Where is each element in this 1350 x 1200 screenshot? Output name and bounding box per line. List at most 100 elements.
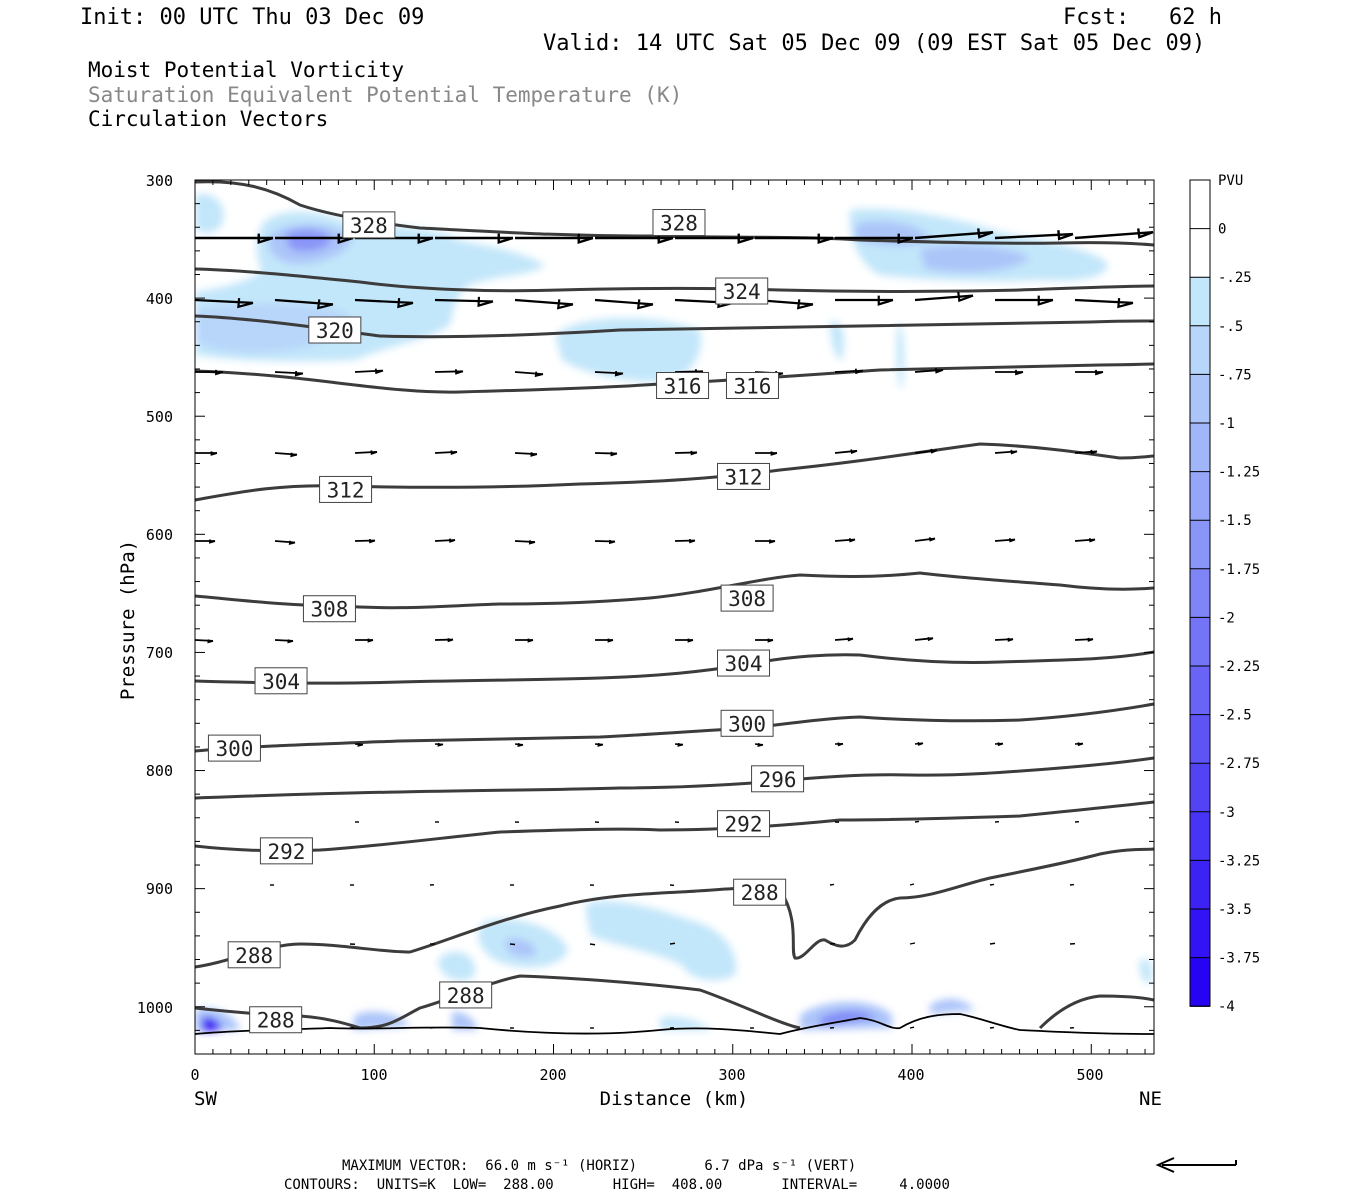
vector-arrow-icon — [354, 539, 376, 544]
contour-labels: 328 328 324 320 316 316 312 312 308 308 304 304 300 3… — [207, 209, 805, 1034]
axis-ticks — [194, 179, 1154, 1055]
vector-arrow-icon — [835, 233, 914, 244]
svg-text:308: 308 — [728, 587, 766, 611]
vector-arrow-icon — [909, 1026, 915, 1029]
colorbar-swatch — [1190, 714, 1210, 764]
vector-arrow-icon — [994, 538, 1016, 543]
vector-arrow-icon — [914, 741, 924, 746]
y-tick: 300 — [146, 172, 173, 190]
vector-arrow-icon — [594, 370, 624, 377]
colorbar-swatch — [1190, 957, 1210, 1007]
colorbar-swatch — [1190, 811, 1210, 861]
field-title-mpv: Moist Potential Vorticity — [88, 58, 405, 82]
vector-arrow-icon — [354, 742, 364, 747]
colorbar-swatch — [1190, 666, 1210, 716]
y-tick: 400 — [146, 290, 173, 308]
vector-arrow-icon — [195, 539, 216, 544]
colorbar-swatch — [1190, 277, 1210, 327]
vector-arrow-icon — [195, 639, 214, 644]
vector-arrow-icon — [434, 538, 456, 543]
vector-arrow-icon — [595, 638, 614, 643]
contour-label: 288 — [227, 941, 281, 969]
contour-label: 304 — [717, 649, 771, 677]
vector-arrow-icon — [994, 449, 1018, 455]
colorbar-swatch — [1190, 909, 1210, 959]
vector-arrow-icon — [355, 638, 374, 643]
vector-arrow-icon — [514, 743, 524, 747]
vector-arrow-icon — [994, 230, 1074, 241]
svg-text:328: 328 — [660, 212, 698, 236]
y-tick: 500 — [146, 408, 173, 426]
contour-label: 308 — [720, 584, 774, 612]
svg-text:312: 312 — [327, 478, 365, 502]
vector-arrow-icon — [1074, 449, 1098, 455]
vector-arrow-icon — [995, 295, 1054, 306]
vector-arrow-icon — [195, 369, 224, 376]
vector-arrow-icon — [675, 638, 694, 643]
colorbar-swatch — [1190, 180, 1210, 230]
vector-arrow-icon — [274, 370, 304, 377]
svg-text:316: 316 — [664, 375, 702, 399]
y-tick: 700 — [146, 644, 173, 662]
field-title-vectors: Circulation Vectors — [88, 107, 329, 131]
vector-arrow-icon — [434, 450, 458, 455]
colorbar-swatch — [1190, 520, 1210, 570]
footer-max-vector: MAXIMUM VECTOR: 66.0 m s⁻¹ (HORIZ) 6.7 d… — [342, 1158, 857, 1174]
vector-arrow-icon — [595, 233, 674, 244]
init-time: Init: 00 UTC Thu 03 Dec 09 — [80, 5, 425, 30]
x-tick-labels: 0 100 200 300 400 500 — [190, 1066, 1103, 1084]
colorbar-label: -.5 — [1218, 319, 1243, 335]
vector-arrow-icon — [989, 883, 995, 886]
vector-arrow-icon — [755, 638, 774, 643]
colorbar-swatch — [1190, 374, 1210, 424]
vector-arrow-icon — [914, 820, 920, 823]
vector-arrow-icon — [669, 942, 676, 945]
vector-arrow-icon — [1074, 742, 1084, 747]
colorbar-label: -.25 — [1218, 270, 1252, 286]
vector-arrow-icon — [515, 233, 594, 244]
x-tick: 0 — [190, 1066, 199, 1084]
vector-arrow-icon — [834, 368, 864, 375]
vector-arrow-icon — [435, 233, 514, 244]
contour-label: 328 — [652, 209, 706, 237]
svg-text:304: 304 — [725, 652, 763, 676]
colorbar-label: -2.5 — [1218, 708, 1252, 724]
vector-arrow-icon — [755, 451, 778, 456]
vector-arrow-icon — [274, 639, 294, 644]
vector-arrow-icon — [914, 367, 944, 374]
colorbar-label: -3.5 — [1218, 902, 1252, 918]
svg-text:292: 292 — [267, 840, 305, 864]
vector-arrow-icon — [195, 233, 274, 244]
contour-label: 288 — [733, 878, 787, 906]
vector-arrow-icon — [1074, 637, 1094, 642]
colorbar-label: -3.25 — [1218, 853, 1260, 869]
contour-label: 288 — [439, 981, 493, 1009]
vector-arrow-icon — [1074, 228, 1154, 240]
contour-label: 312 — [717, 462, 771, 490]
valid-time: Valid: 14 UTC Sat 05 Dec 09 (09 EST Sat … — [543, 31, 1206, 56]
colorbar-label: -1.5 — [1218, 513, 1252, 529]
svg-text:288: 288 — [235, 944, 273, 968]
vector-arrow-icon — [354, 298, 414, 309]
colorbar-swatch — [1190, 763, 1210, 813]
colorbar-label: -1 — [1218, 416, 1235, 432]
vector-arrow-icon — [514, 540, 536, 545]
x-tick: 400 — [897, 1066, 924, 1084]
reference-vector-arrow-icon — [1155, 1157, 1237, 1173]
vector-arrow-icon — [514, 452, 538, 457]
svg-text:320: 320 — [316, 319, 354, 343]
circulation-vectors — [195, 228, 1154, 1029]
x-tick: 100 — [360, 1066, 387, 1084]
vector-arrow-icon — [274, 452, 298, 458]
colorbar-label: -2 — [1218, 610, 1235, 626]
colorbar-swatch — [1190, 617, 1210, 667]
svg-text:312: 312 — [725, 465, 763, 489]
colorbar-swatch — [1190, 471, 1210, 521]
x-endpoint-left: SW — [194, 1088, 217, 1110]
vector-arrow-icon — [434, 296, 494, 308]
vector-arrow-icon — [754, 743, 764, 747]
vector-arrow-icon — [274, 298, 334, 310]
vector-arrow-icon — [989, 942, 996, 945]
forecast-hour: Fcst: 62 h — [1063, 5, 1222, 30]
vector-arrow-icon — [914, 228, 994, 240]
